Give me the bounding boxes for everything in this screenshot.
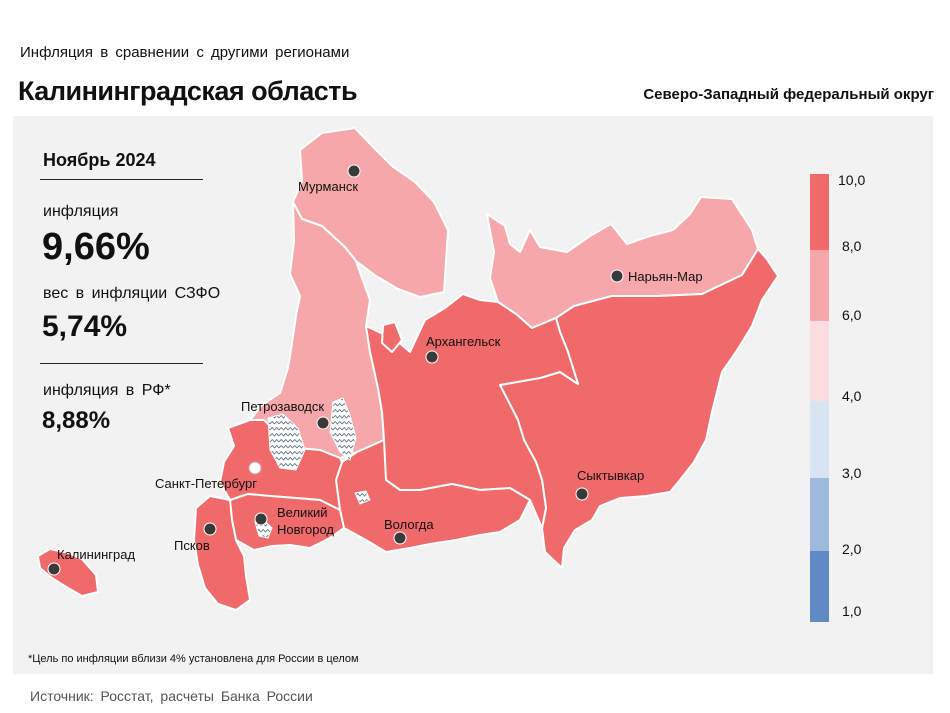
- inflation-value: 9,66%: [42, 226, 150, 268]
- city-label-petrozavodsk: Петрозаводск: [241, 399, 324, 414]
- source-note: Источник: Росстат, расчеты Банка России: [30, 688, 313, 704]
- legend-label: 8,0: [842, 238, 862, 254]
- legend-label: 6,0: [842, 307, 862, 323]
- inflation-label: инфляция: [43, 203, 119, 220]
- city-label-novgorod-1: Великий: [277, 505, 328, 520]
- russia-inflation-value: 8,88%: [42, 407, 111, 434]
- divider: [40, 363, 203, 364]
- legend-label: 10,0: [838, 172, 866, 188]
- city-dot-pskov[interactable]: [203, 522, 217, 536]
- district-name: Северо-Западный федеральный округ: [643, 86, 934, 103]
- lake-ladoga: [267, 413, 306, 471]
- city-dot-vologda[interactable]: [393, 531, 407, 545]
- lake-onega: [329, 397, 357, 461]
- color-legend: [810, 174, 829, 622]
- city-label-arkhangelsk: Архангельск: [426, 334, 501, 349]
- weight-value: 5,74%: [42, 310, 128, 343]
- city-dot-petrozavodsk[interactable]: [316, 416, 330, 430]
- legend-bin: [810, 321, 829, 401]
- city-label-syktyvkar: Сыктывкар: [577, 468, 644, 483]
- city-dot-spb[interactable]: [248, 461, 262, 475]
- page-title: Калининградская область: [18, 76, 358, 106]
- legend-label: 2,0: [842, 541, 862, 557]
- city-dot-naryan-mar[interactable]: [610, 269, 624, 283]
- legend-bin: [810, 250, 829, 321]
- city-label-pskov: Псков: [174, 538, 210, 553]
- city-dot-arkhangelsk[interactable]: [425, 350, 439, 364]
- legend-bin: [810, 174, 829, 250]
- city-dot-kaliningrad[interactable]: [47, 562, 61, 576]
- page-subtitle: Инфляция в сравнении с другими регионами: [20, 44, 350, 61]
- legend-bin: [810, 551, 829, 622]
- city-label-spb: Санкт-Петербург: [155, 476, 257, 491]
- legend-label: 4,0: [842, 388, 862, 404]
- city-label-murmansk: Мурманск: [298, 179, 358, 194]
- city-label-naryan-mar: Нарьян-Мар: [628, 269, 703, 284]
- city-dot-novgorod[interactable]: [254, 512, 268, 526]
- region-arkhangelsk-west[interactable]: [381, 321, 403, 353]
- russia-inflation-label: инфляция в РФ*: [43, 382, 171, 399]
- legend-bin: [810, 401, 829, 478]
- period-label: Ноябрь 2024: [43, 150, 156, 170]
- footnote: *Цель по инфляции вблизи 4% установлена …: [28, 653, 359, 665]
- city-dot-syktyvkar[interactable]: [575, 487, 589, 501]
- divider: [40, 179, 203, 180]
- legend-label: 1,0: [842, 603, 862, 619]
- city-label-kaliningrad: Калининград: [57, 547, 135, 562]
- lake-beloe: [354, 490, 371, 505]
- region-kaliningrad[interactable]: [37, 548, 99, 597]
- legend-label: 3,0: [842, 465, 862, 481]
- city-label-novgorod-2: Новгород: [277, 522, 334, 537]
- city-dot-murmansk[interactable]: [347, 164, 361, 178]
- city-label-vologda: Вологда: [384, 517, 434, 532]
- legend-bin: [810, 478, 829, 551]
- weight-label: вес в инфляции СЗФО: [43, 285, 221, 302]
